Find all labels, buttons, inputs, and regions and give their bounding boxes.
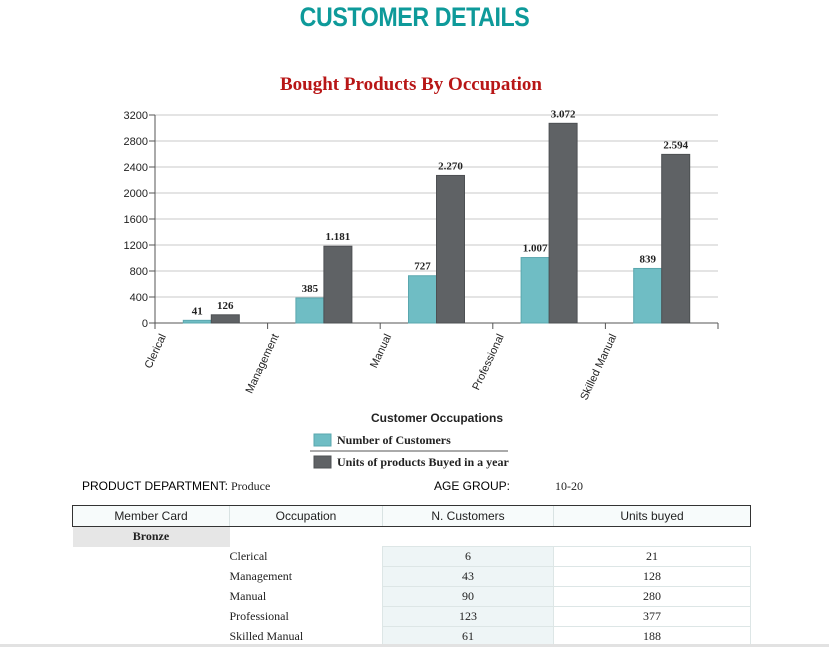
x-axis-ticks: Clerical Management Manual Professional Skil…	[143, 323, 719, 402]
chart-legend: Number of Customers Units of products Buy…	[310, 433, 509, 469]
header-units-buyed: Units buyed	[553, 505, 751, 527]
bar	[323, 245, 353, 324]
cell-occupation: Skilled Manual	[229, 629, 304, 643]
y-axis-ticks: 0 400 800 1200 1600 2000 2400 2800 3200	[124, 110, 148, 330]
data-label: 1.181	[326, 231, 351, 243]
legend-swatch	[313, 455, 332, 469]
cell-units: 280	[553, 586, 751, 607]
table-header-row: Member Card Occupation N. Customers Unit…	[72, 505, 751, 527]
page-title: CUSTOMER DETAILS	[299, 2, 530, 32]
cell-customers: 43	[382, 566, 554, 587]
header-occupation: Occupation	[229, 505, 383, 527]
y-tick-label: 2800	[124, 136, 148, 148]
bar	[295, 297, 325, 324]
product-department-label: PRODUCT DEPARTMENT:	[82, 479, 229, 493]
y-tick-label: 1600	[124, 214, 148, 226]
y-tick-label: 800	[130, 266, 148, 278]
y-tick-label: 2400	[124, 162, 148, 174]
cell-occupation: Management	[229, 569, 293, 583]
chart-bars: 41 126 385 1.181 727 2.270 1.007 3.072 839 2.594	[182, 108, 691, 324]
age-group-label: AGE GROUP:	[434, 479, 511, 493]
data-label: 1.007	[523, 243, 548, 255]
table-row: Skilled Manual 61 188	[73, 626, 751, 647]
legend-label: Number of Customers	[337, 433, 451, 447]
header-member-card: Member Card	[72, 505, 230, 527]
bar	[436, 174, 465, 324]
data-label: 839	[639, 253, 656, 265]
y-tick-label: 400	[130, 292, 148, 304]
bar	[661, 153, 691, 324]
data-label: 2.594	[663, 139, 688, 151]
bar	[548, 122, 578, 324]
legend-label: Units of products Buyed in a year	[337, 455, 509, 469]
x-tick-label: Management	[244, 332, 282, 395]
legend-swatch	[313, 433, 332, 447]
y-tick-label: 0	[142, 318, 148, 330]
cell-occupation: Clerical	[229, 549, 268, 563]
group-row: Bronze	[72, 526, 751, 547]
bar-chart: Bought Products By Occupation 0 400 800 120…	[124, 74, 719, 469]
data-label: 727	[414, 261, 431, 273]
cell-customers: 6	[382, 546, 554, 567]
bar	[182, 319, 212, 324]
table-row: Manual 90 280	[73, 586, 751, 607]
table-row: Management 43 128	[73, 566, 751, 587]
bar	[520, 257, 550, 324]
cell-occupation: Professional	[229, 609, 289, 623]
chart-title: Bought Products By Occupation	[280, 74, 542, 95]
cell-units: 377	[553, 606, 751, 627]
y-tick-label: 1200	[124, 240, 148, 252]
y-tick-label: 3200	[124, 110, 148, 122]
cell-occupation: Manual	[229, 589, 267, 603]
bar	[633, 267, 663, 324]
x-tick-label: Clerical	[143, 332, 169, 370]
y-tick-label: 2000	[124, 188, 148, 200]
x-tick-label: Manual	[368, 332, 394, 370]
cell-customers: 90	[382, 586, 554, 607]
cell-customers: 123	[382, 606, 554, 627]
data-label: 2.270	[438, 160, 463, 172]
table-row: Clerical 6 21	[73, 546, 751, 567]
product-department-value: Produce	[231, 479, 271, 493]
customer-table: Member Card Occupation N. Customers Unit…	[72, 505, 751, 647]
table-row: Professional 123 377	[73, 606, 751, 627]
x-tick-label: Skilled Manual	[578, 332, 619, 402]
data-label: 41	[192, 305, 203, 317]
header-n-customers: N. Customers	[382, 505, 554, 527]
group-label-bronze: Bronze	[72, 526, 230, 547]
data-label: 3.072	[551, 108, 576, 120]
cell-units: 21	[553, 546, 751, 567]
data-label: 126	[217, 300, 234, 312]
bar	[408, 275, 437, 324]
bottom-divider	[0, 644, 829, 647]
cell-units: 128	[553, 566, 751, 587]
age-group-value: 10-20	[555, 479, 583, 493]
x-axis-title: Customer Occupations	[371, 411, 503, 425]
data-label: 385	[302, 283, 319, 295]
x-tick-label: Professional	[470, 332, 506, 392]
bar	[210, 314, 240, 324]
